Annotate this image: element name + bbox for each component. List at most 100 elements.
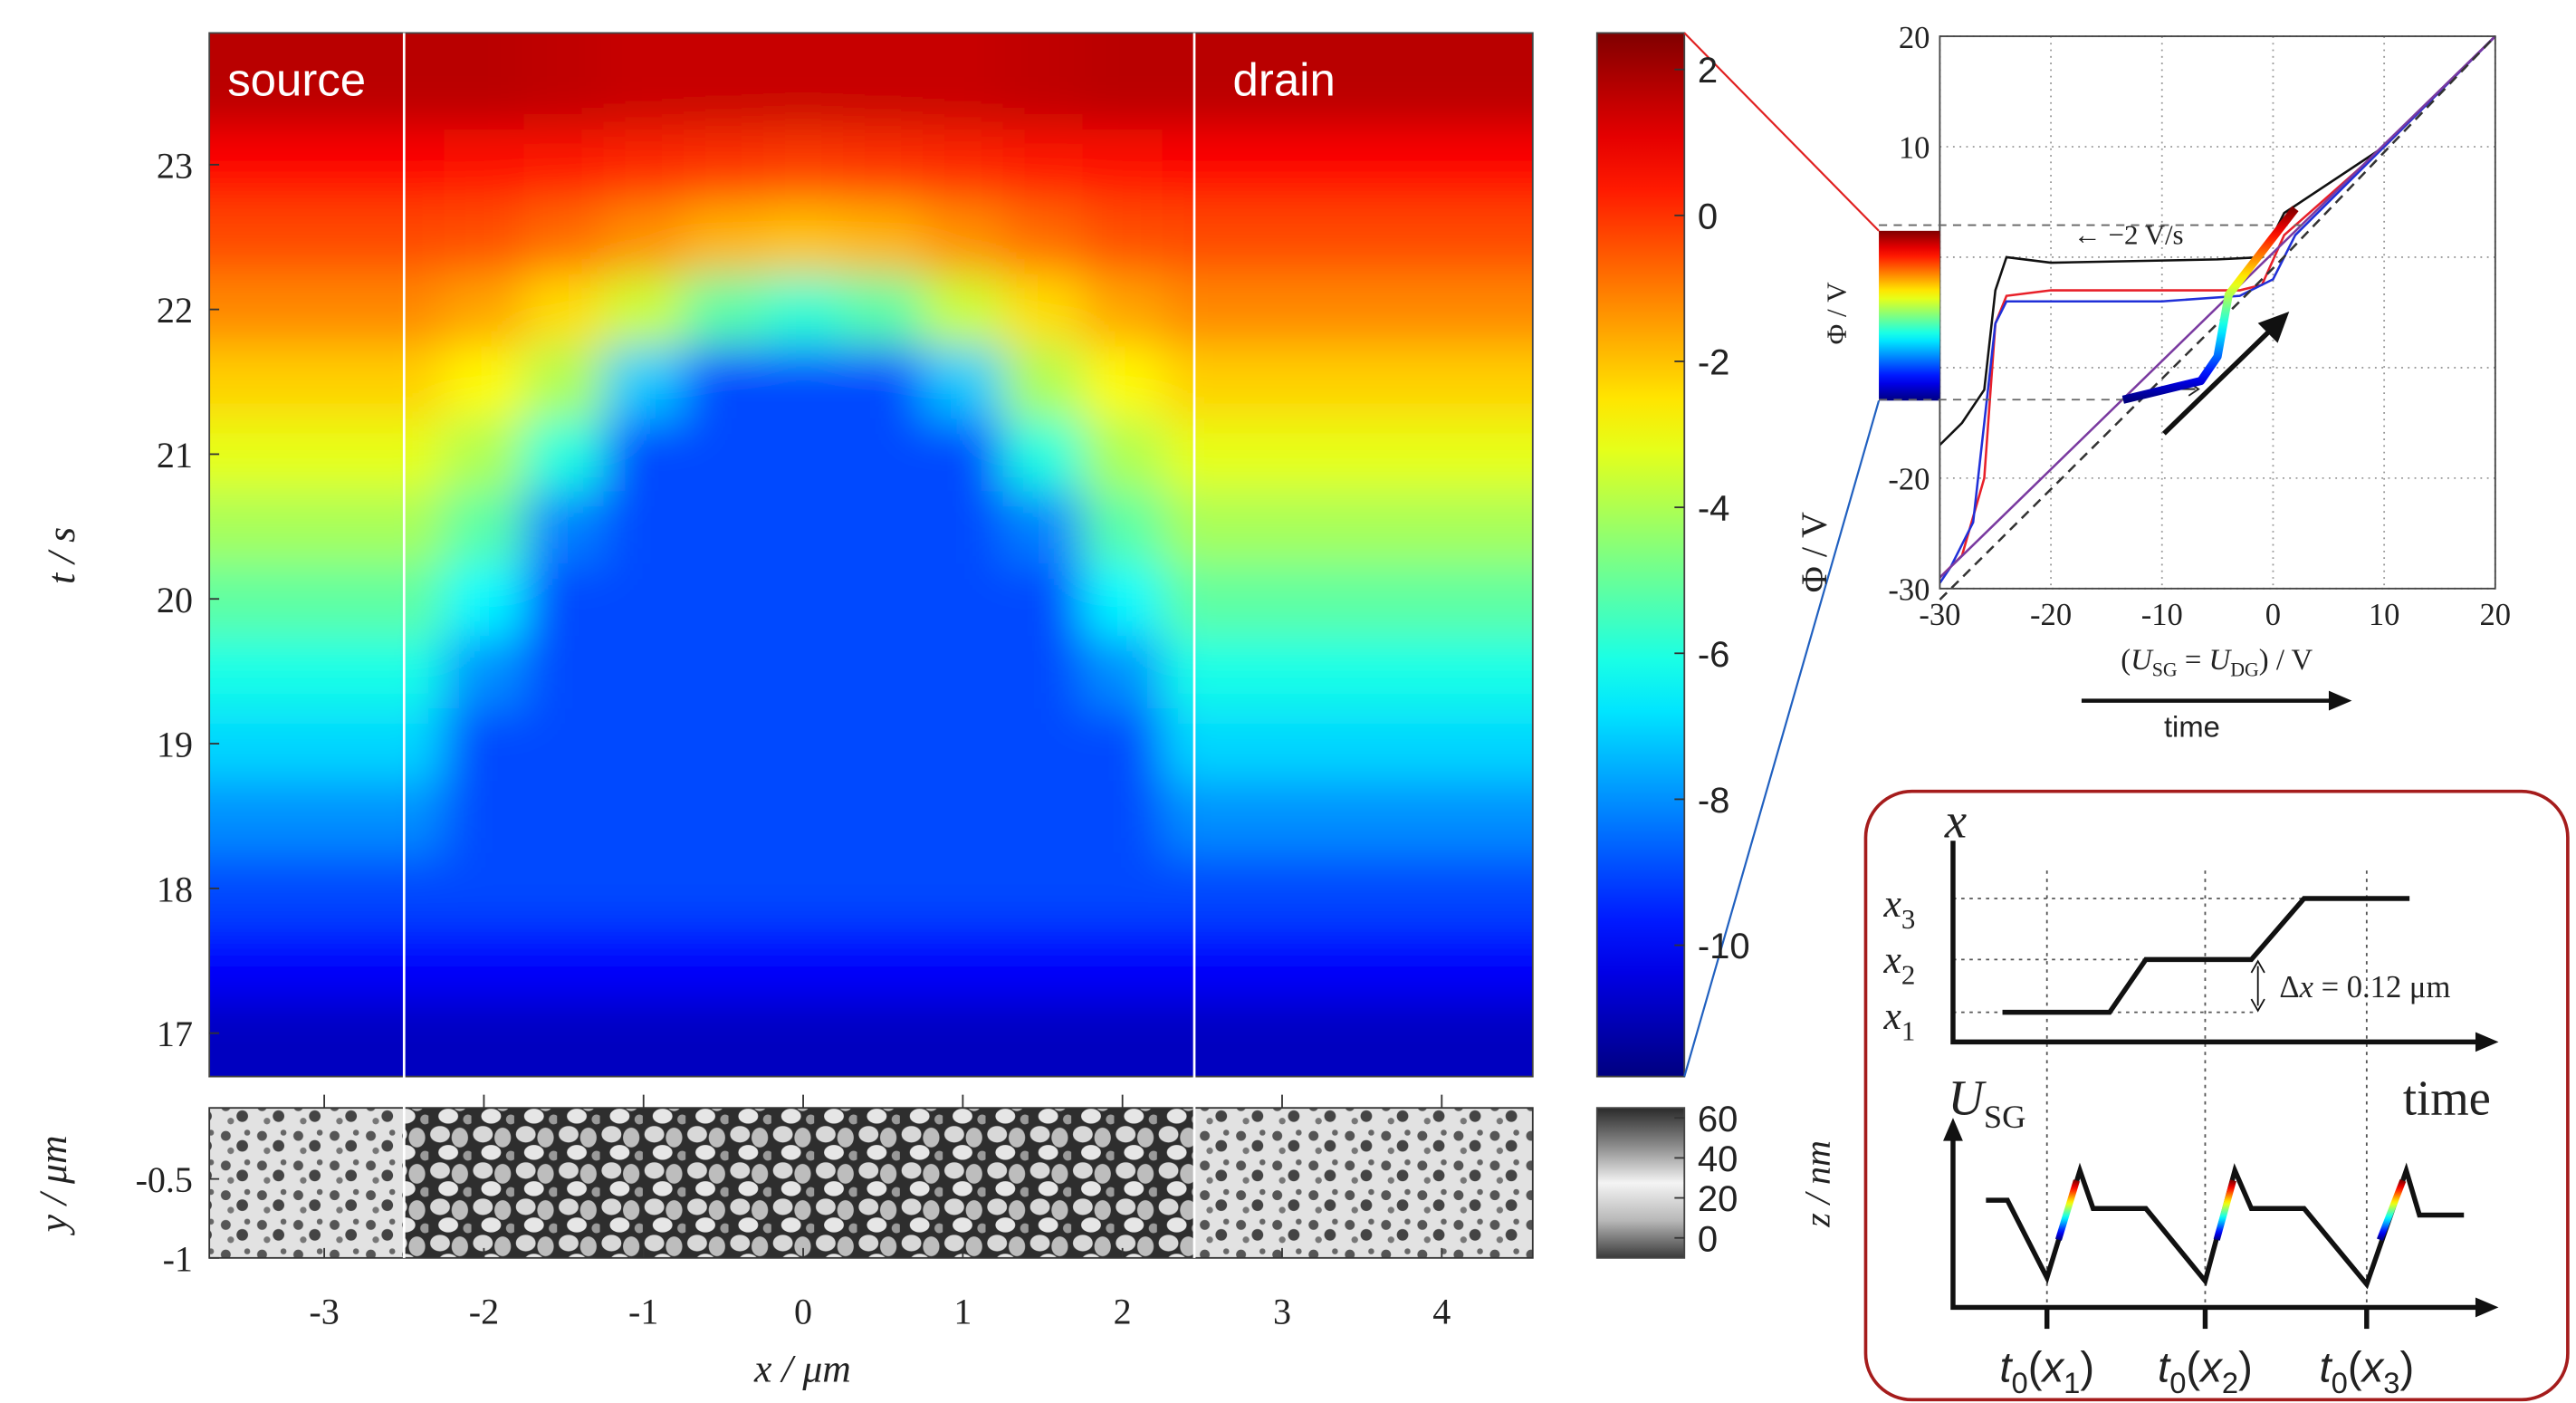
heatmap-cell (1322, 996, 1403, 1077)
heatmap-cell (1082, 273, 1164, 347)
heatmap-cell (683, 273, 764, 347)
heatmap-cell (1082, 418, 1164, 492)
heatmap-cell (683, 851, 764, 926)
heatmap-cell (1002, 924, 1084, 998)
heatmap-cell (209, 851, 285, 926)
heatmap-cell (762, 345, 845, 419)
heatmap-cell (762, 490, 845, 564)
colorbar (1595, 1107, 1686, 1259)
colorbar-tick-label: 60 (1698, 1100, 1738, 1139)
y-tick-label: -30 (1888, 573, 1930, 608)
heatmap-cell (209, 33, 285, 130)
heatmap-cell (209, 562, 285, 637)
x-tick-label: -1 (628, 1292, 658, 1332)
heatmap-cell (1402, 418, 1483, 492)
heatmap-cell (1402, 490, 1483, 564)
label-part: t (2158, 1343, 2171, 1391)
label-part: ( (2348, 1343, 2362, 1391)
heatmap-cell (923, 418, 1004, 492)
heatmap-cell (523, 418, 605, 492)
heatmap-cell (523, 128, 605, 202)
heatmap-cell (1481, 635, 1533, 709)
label-part: SG (2152, 658, 2178, 680)
heatmap-cell (603, 33, 685, 130)
heatmap-cell (923, 200, 1004, 274)
line-series (1939, 35, 2496, 579)
label-part: x (1883, 938, 1902, 982)
heatmap-cell (1082, 635, 1164, 709)
heatmap-cell (683, 490, 764, 564)
heatmap-cell (1402, 924, 1483, 998)
heatmap-cell (1162, 779, 1243, 853)
heatmap-cell (523, 635, 605, 709)
label-part: 3 (1901, 903, 1915, 935)
y-tick-label: 19 (157, 725, 193, 765)
heatmap-cell (1082, 924, 1164, 998)
heatmap-cell (843, 707, 924, 781)
heatmap-cell (683, 924, 764, 998)
heatmap-cell (603, 418, 685, 492)
heatmap-cell (762, 418, 845, 492)
heatmap-cell (1402, 33, 1483, 130)
heatmap-cell (1082, 707, 1164, 781)
highlight-path (2121, 206, 2299, 404)
afm-image (1194, 1108, 1533, 1258)
heatmap-cell (209, 490, 285, 564)
heatmap-cell (1241, 33, 1323, 130)
heatmap-cell (683, 418, 764, 492)
heatmap-cell (1322, 200, 1403, 274)
heatmap-cell (284, 273, 366, 347)
heatmap-cell (762, 996, 845, 1077)
sub-label: time (2164, 710, 2220, 744)
heatmap-cell (1402, 128, 1483, 202)
heatmap-cell (843, 128, 924, 202)
heatmap-cell (1481, 345, 1533, 419)
heatmap-cell (523, 345, 605, 419)
label-part: x (2361, 1343, 2386, 1391)
label-part: ) (2399, 1343, 2414, 1391)
heatmap-cell (1322, 562, 1403, 637)
x-tick-label: -10 (2141, 598, 2183, 632)
heatmap-cell (1322, 418, 1403, 492)
heatmap-cell (1241, 562, 1323, 637)
arrow (2475, 1032, 2499, 1052)
axis (1950, 841, 2485, 1045)
heatmap-cell (683, 779, 764, 853)
heatmap-cell (523, 779, 605, 853)
diagram-label: t0(x2) (2158, 1343, 2253, 1399)
heatmap-cell (1322, 128, 1403, 202)
diagram-label: x2 (1883, 938, 1916, 991)
heatmap-cell (1162, 490, 1243, 564)
x-tick-label: 2 (1114, 1292, 1132, 1332)
heatmap-cell (523, 200, 605, 274)
y-tick-label: 20 (157, 580, 193, 620)
heatmap-cell (843, 635, 924, 709)
heatmap-cell (209, 924, 285, 998)
label-part: = 0.12 μm (2313, 970, 2450, 1004)
heatmap-cell (1002, 200, 1084, 274)
label-part: 0 (2169, 1366, 2186, 1399)
label-part: 2 (2222, 1366, 2238, 1399)
heatmap-cell (683, 562, 764, 637)
heatmap-cell (1481, 779, 1533, 853)
heatmap-cell (1322, 635, 1403, 709)
colorbar-tick-label: 0 (1698, 197, 1718, 236)
heatmap-cell (284, 562, 366, 637)
heatmap-cell (843, 562, 924, 637)
heatmap-cell (603, 779, 685, 853)
heatmap-cell (843, 345, 924, 419)
label-part: ( (2028, 1343, 2043, 1391)
heatmap-cells (209, 33, 1533, 1077)
line-series (1939, 35, 2496, 579)
heatmap-cell (1162, 707, 1243, 781)
heatmap-cell (1481, 707, 1533, 781)
heatmap-cell (284, 345, 366, 419)
heatmap-cell (923, 779, 1004, 853)
inset-label: Φ / V (1821, 282, 1853, 344)
label-part: ( (2121, 644, 2131, 677)
label-part: x (2040, 1343, 2065, 1391)
diagram-label: t0(x1) (1999, 1343, 2094, 1399)
label-part: 0 (2011, 1366, 2027, 1399)
heatmap-cell (1162, 924, 1243, 998)
